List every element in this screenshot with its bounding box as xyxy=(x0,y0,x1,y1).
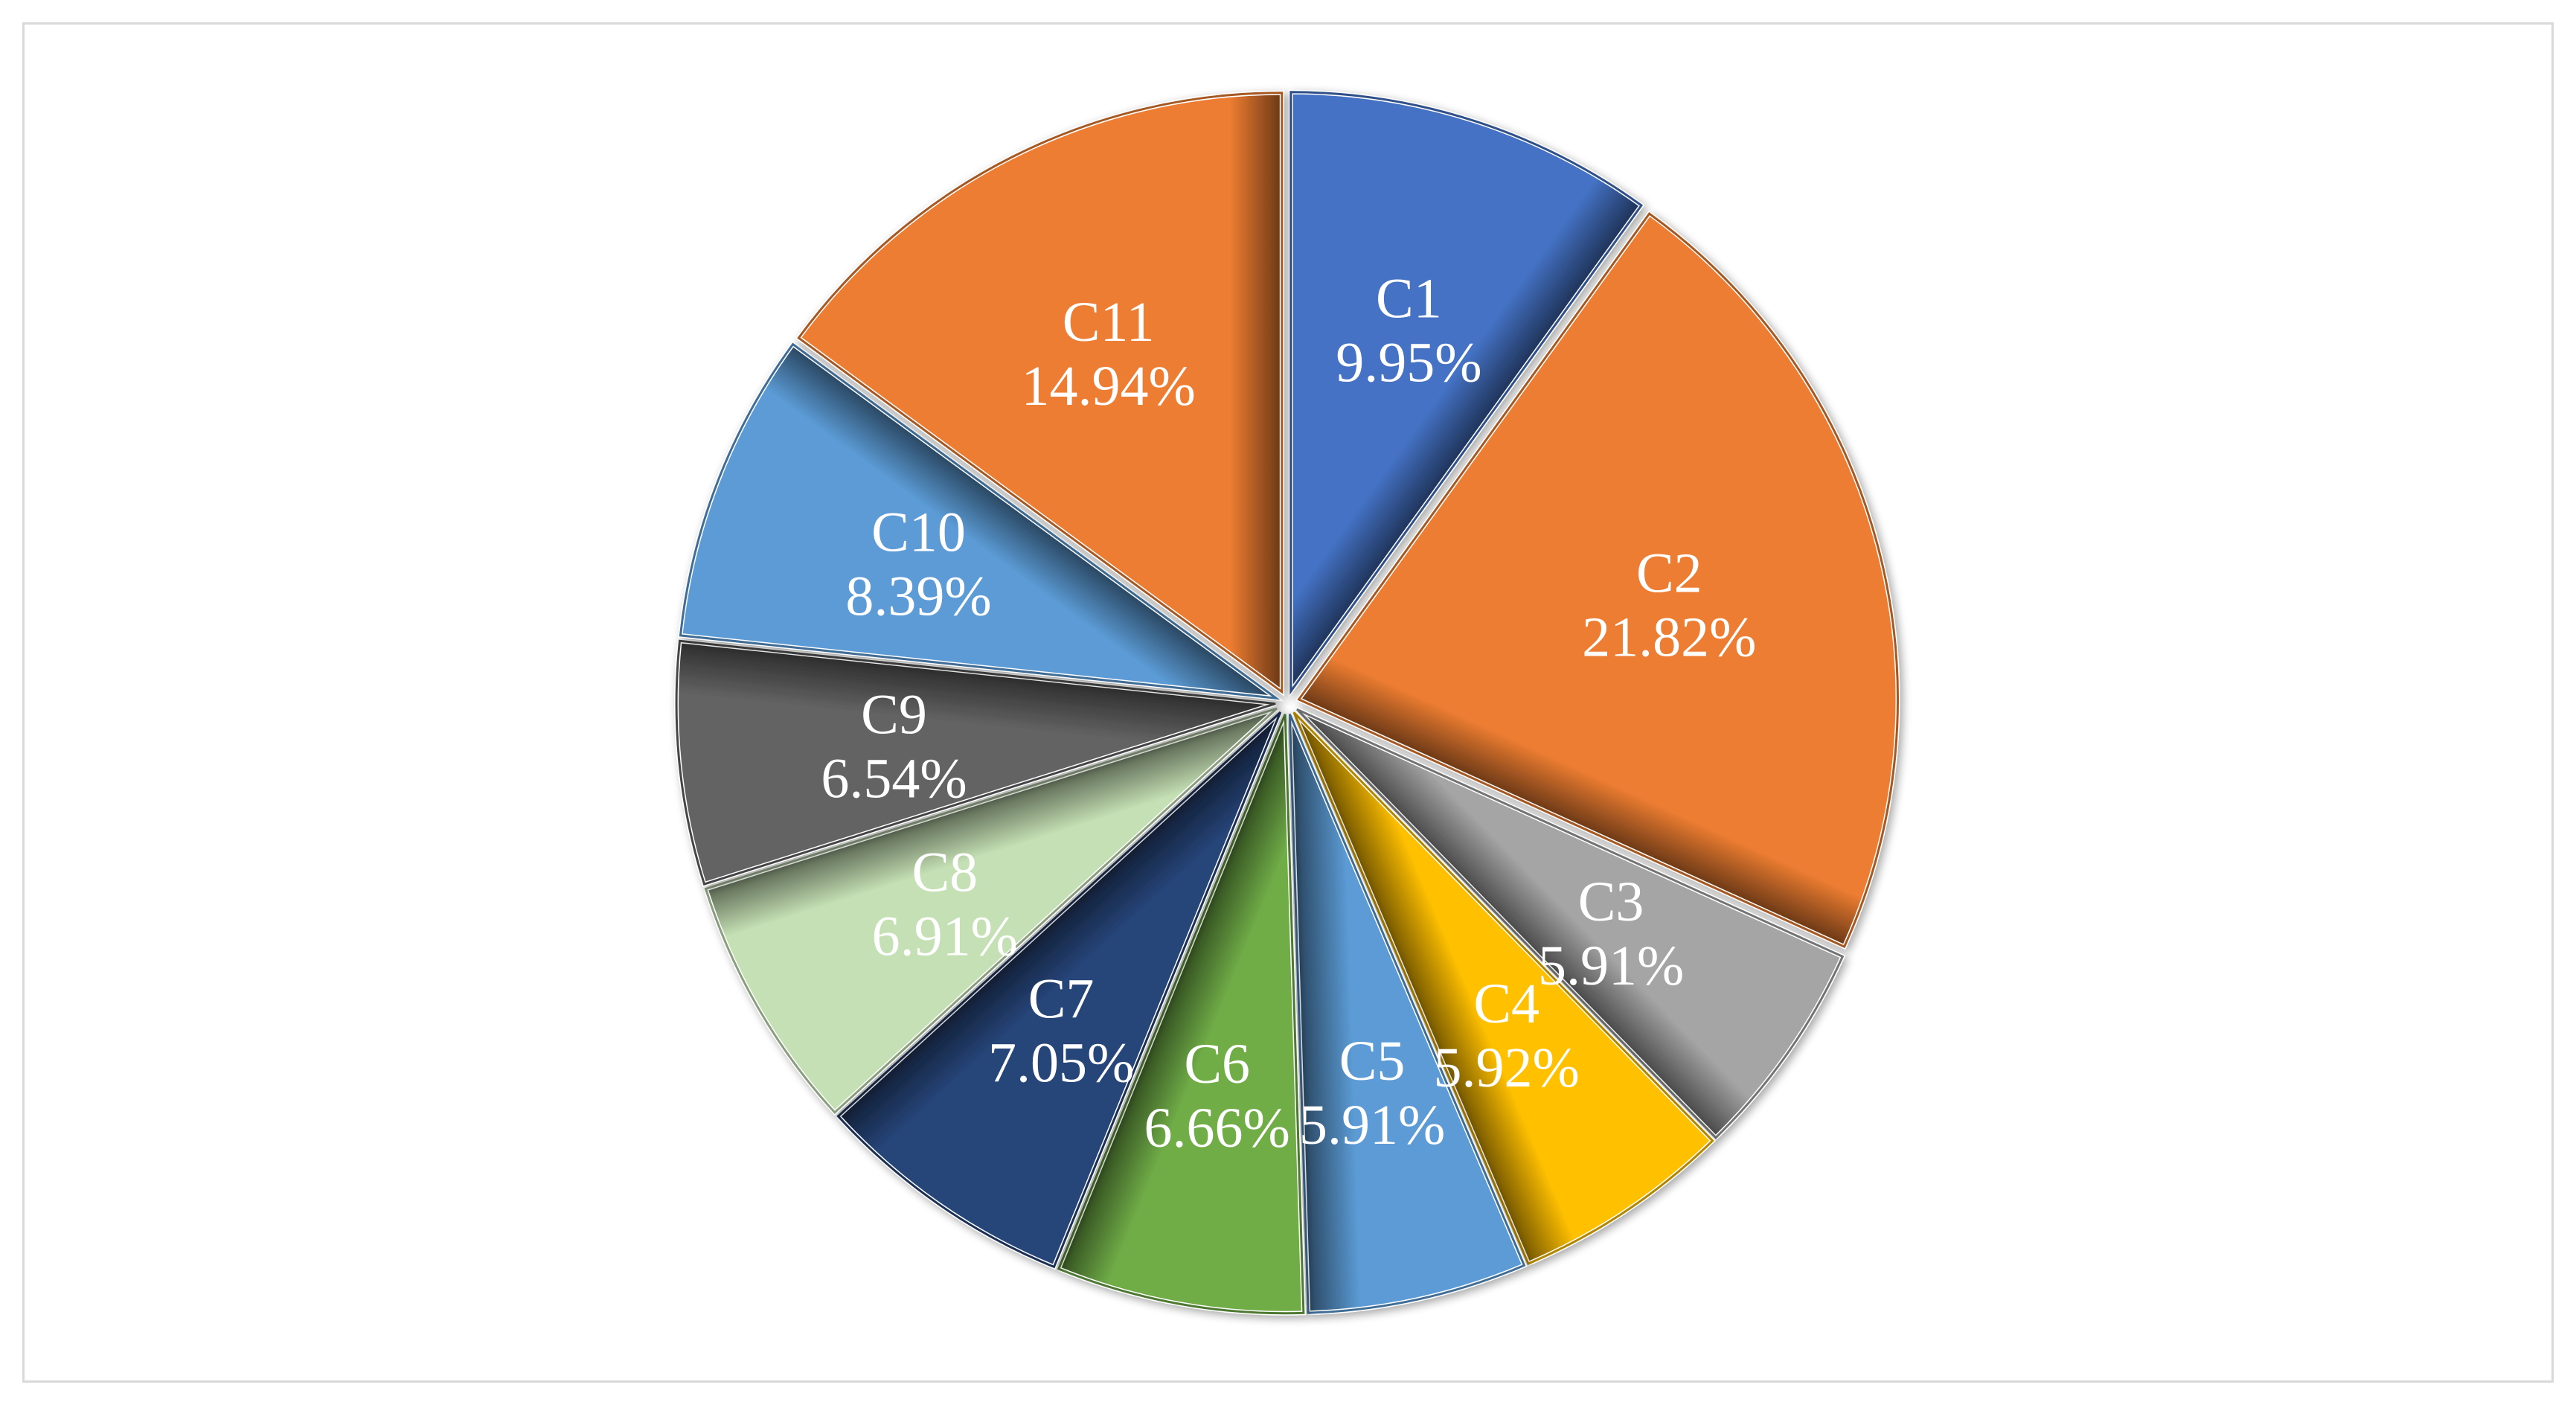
slice-category-label: C6 xyxy=(1184,1033,1250,1095)
pie-slice-outline-c7 xyxy=(836,711,1282,1269)
slice-category-label: C2 xyxy=(1636,542,1702,604)
pie-slice-outline-c10 xyxy=(679,342,1281,700)
pie-slice-outline-c6 xyxy=(1057,714,1305,1315)
slice-percent-label: 7.05% xyxy=(988,1032,1134,1095)
pie-slice-outline-c1 xyxy=(1289,91,1644,695)
slice-category-label: C3 xyxy=(1578,871,1644,933)
pie-slice-outline-c3 xyxy=(1296,708,1845,1139)
pie-slice-outline-c2 xyxy=(1297,212,1899,949)
pie-slice-outline-c9 xyxy=(675,639,1276,886)
slice-percent-label: 5.92% xyxy=(1434,1037,1580,1099)
slice-category-label: C8 xyxy=(911,841,978,903)
slice-category-label: C11 xyxy=(1063,291,1155,353)
slice-percent-label: 8.39% xyxy=(845,566,991,628)
pie-slice-outline-c5 xyxy=(1288,714,1526,1314)
pie-slice-outline-c8 xyxy=(704,707,1278,1115)
pie-slice-outline-c11 xyxy=(797,92,1284,694)
slice-percent-label: 9.95% xyxy=(1336,332,1481,394)
slice-percent-label: 6.54% xyxy=(821,747,967,810)
slice-category-label: C7 xyxy=(1028,968,1095,1031)
slice-percent-label: 14.94% xyxy=(1022,355,1196,417)
slice-percent-label: 5.91% xyxy=(1538,935,1684,997)
slice-percent-label: 6.66% xyxy=(1144,1097,1290,1159)
slice-percent-label: 6.91% xyxy=(872,905,1018,967)
slice-category-label: C9 xyxy=(861,683,927,746)
slice-category-label: C5 xyxy=(1339,1030,1406,1092)
slice-category-label: C4 xyxy=(1473,973,1539,1035)
slice-category-label: C10 xyxy=(871,502,966,564)
slice-percent-label: 21.82% xyxy=(1582,606,1756,668)
slice-category-label: C1 xyxy=(1376,268,1442,330)
pie-slice-outline-c4 xyxy=(1292,711,1714,1266)
slice-percent-label: 5.91% xyxy=(1299,1094,1445,1156)
